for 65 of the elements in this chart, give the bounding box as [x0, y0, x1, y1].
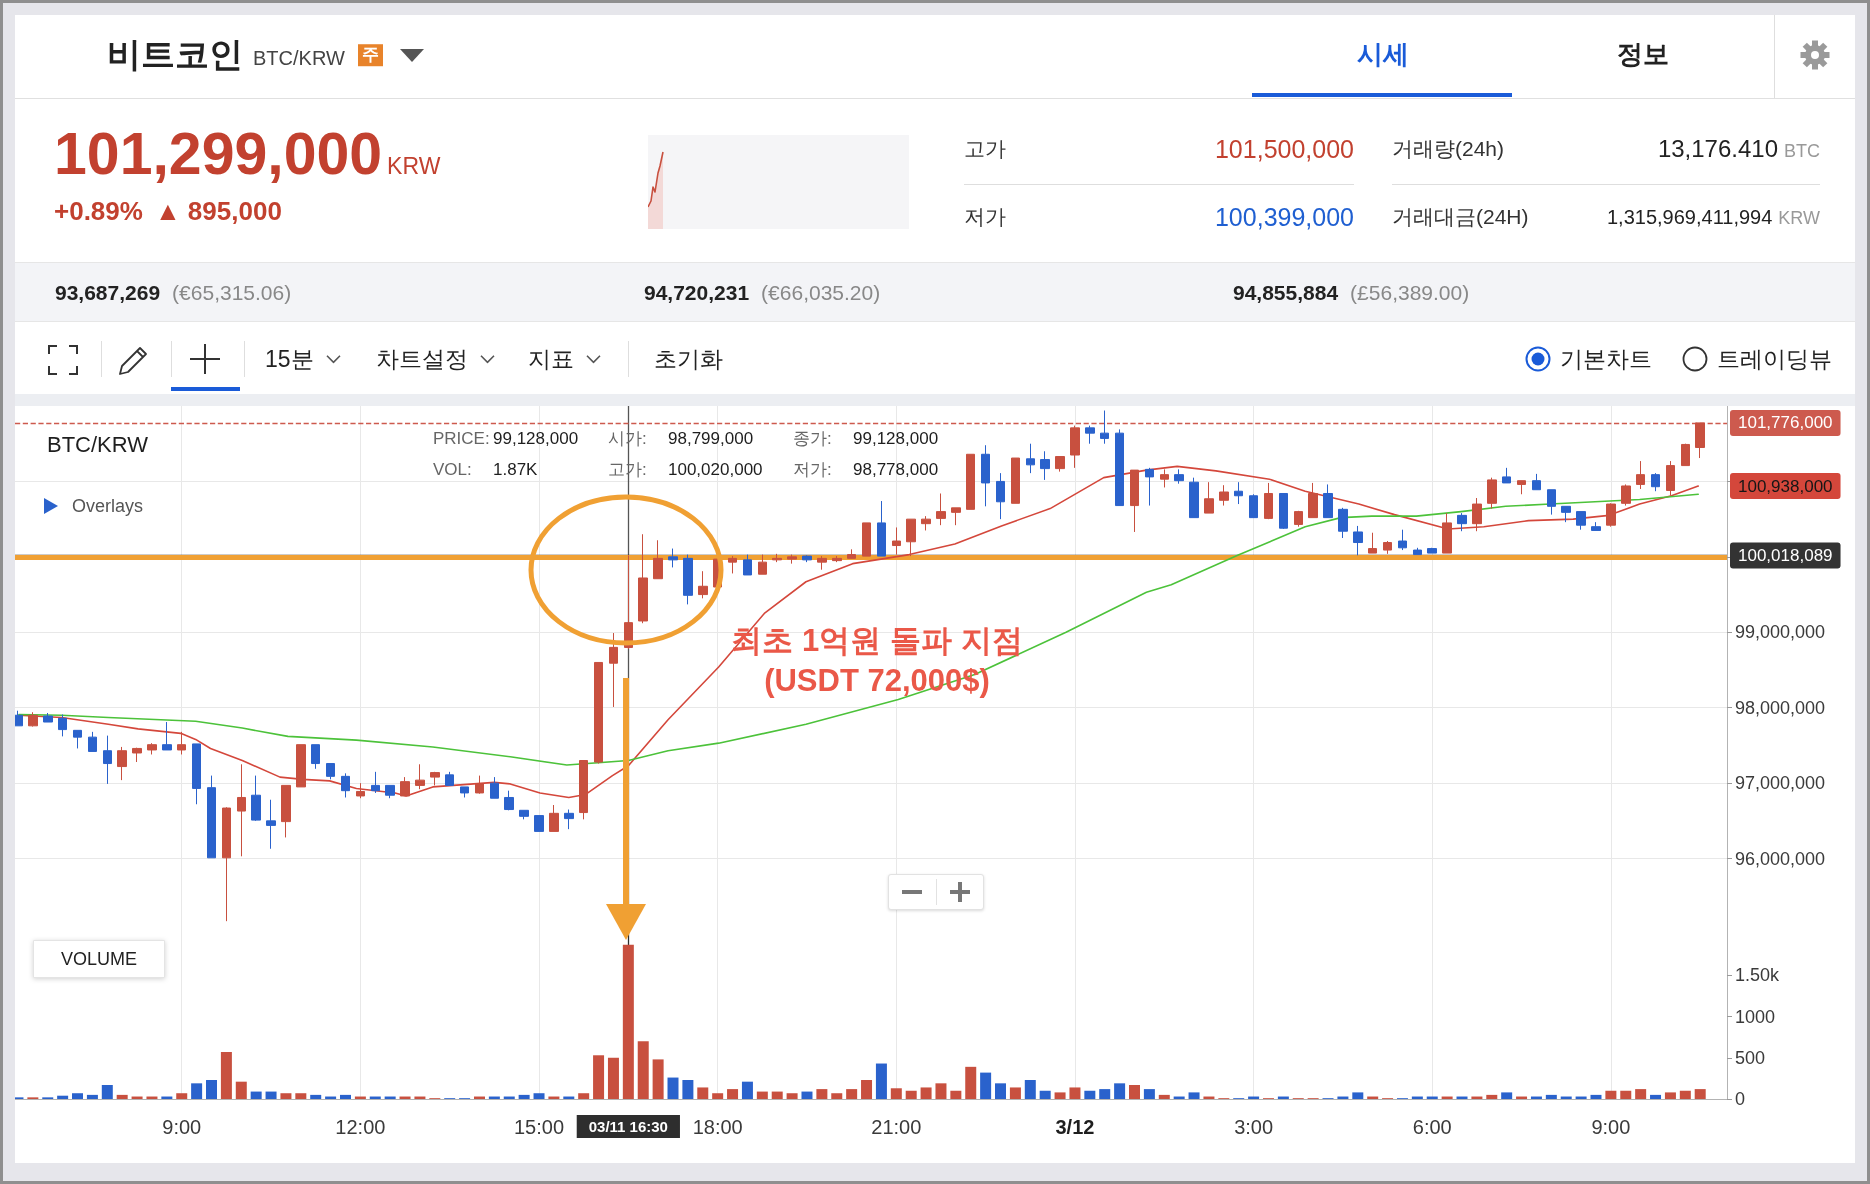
ref-line-label: 101,776,000 [1738, 413, 1833, 433]
text: 주 [358, 44, 383, 66]
ref-line-label: 100,018,089 [1738, 545, 1833, 565]
text: 거래대금(24H) [1392, 204, 1529, 230]
text: 시세 [1357, 39, 1409, 70]
text: 100,938,000 [1738, 476, 1833, 496]
text: BTC/KRW [253, 46, 345, 70]
annotation: 98,799,000 [668, 428, 754, 448]
text: KRW [387, 153, 441, 180]
text: 저가 [964, 204, 1006, 230]
text: ▲ 895,000 [154, 196, 282, 227]
annotation: VOL: [433, 459, 472, 479]
text: 101,500,000 [1214, 134, 1354, 164]
text: BTC [1784, 141, 1820, 162]
text: 94,855,884 [1233, 280, 1339, 306]
annotation: 종가: [793, 428, 832, 448]
x-tick-label: 9:00 [162, 1116, 202, 1138]
x-tick-label: 18:00 [692, 1116, 743, 1138]
annotation: 98,778,000 [853, 459, 939, 479]
text: (€66,035.20) [761, 280, 881, 306]
y-tick-label: 98,000,000 [1735, 697, 1826, 718]
text: 93,687,269 [55, 280, 161, 306]
annotation: 100,020,000 [668, 459, 763, 479]
x-tick-label: 9:00 [1591, 1116, 1631, 1138]
x-tick-label: 6:00 [1412, 1116, 1452, 1138]
text: 1,315,969,411,994 [1606, 205, 1773, 229]
text: 정보 [1617, 39, 1669, 70]
ref-line-label: 03/11 16:30 [588, 1118, 668, 1135]
annotation: 1.87K [493, 459, 539, 479]
text: 94,720,231 [644, 280, 750, 306]
text: 초기화 [654, 345, 723, 373]
text: 고가 [964, 136, 1006, 162]
annotation: 99,128,000 [853, 428, 939, 448]
text: 15분 [265, 345, 314, 373]
y-tick-label: 0 [1735, 1089, 1746, 1109]
x-tick-label: 12:00 [335, 1116, 386, 1138]
x-tick-label: 3/12 [1055, 1116, 1095, 1138]
annotation: PRICE: [433, 428, 490, 448]
text: (€65,315.06) [172, 280, 292, 306]
annotation: 저가: [793, 459, 832, 479]
x-tick-label: 15:00 [513, 1116, 565, 1138]
text: 100,399,000 [1214, 202, 1354, 232]
text: 지표 [528, 345, 574, 373]
text: 차트설정 [376, 345, 468, 373]
x-tick-label: 3:00 [1234, 1116, 1274, 1138]
y-tick-label: 97,000,000 [1735, 773, 1826, 794]
text: +0.89% [54, 196, 143, 227]
text: 13,176.410 [1657, 135, 1778, 163]
y-tick-label: 99,000,000 [1735, 622, 1826, 643]
annotation: Overlays [72, 496, 144, 516]
text: VOLUME [61, 949, 138, 969]
text: 기본차트 [1560, 345, 1652, 373]
text: 비트코인 [107, 34, 243, 75]
y-tick-label: 96,000,000 [1735, 848, 1826, 869]
y-tick-label: 500 [1735, 1047, 1766, 1068]
text: BTC/KRW [47, 431, 149, 457]
x-tick-label: 21:00 [871, 1116, 922, 1138]
text: (£56,389.00) [1350, 280, 1470, 306]
y-tick-label: 1.50k [1735, 965, 1781, 986]
annotation: 99,128,000 [493, 428, 579, 448]
y-tick-label: 1000 [1735, 1006, 1776, 1027]
text: 101,299,000 [54, 121, 383, 189]
text: 거래량(24h) [1392, 136, 1505, 162]
text: KRW [1778, 207, 1820, 229]
text: 트레이딩뷰 [1717, 345, 1832, 373]
